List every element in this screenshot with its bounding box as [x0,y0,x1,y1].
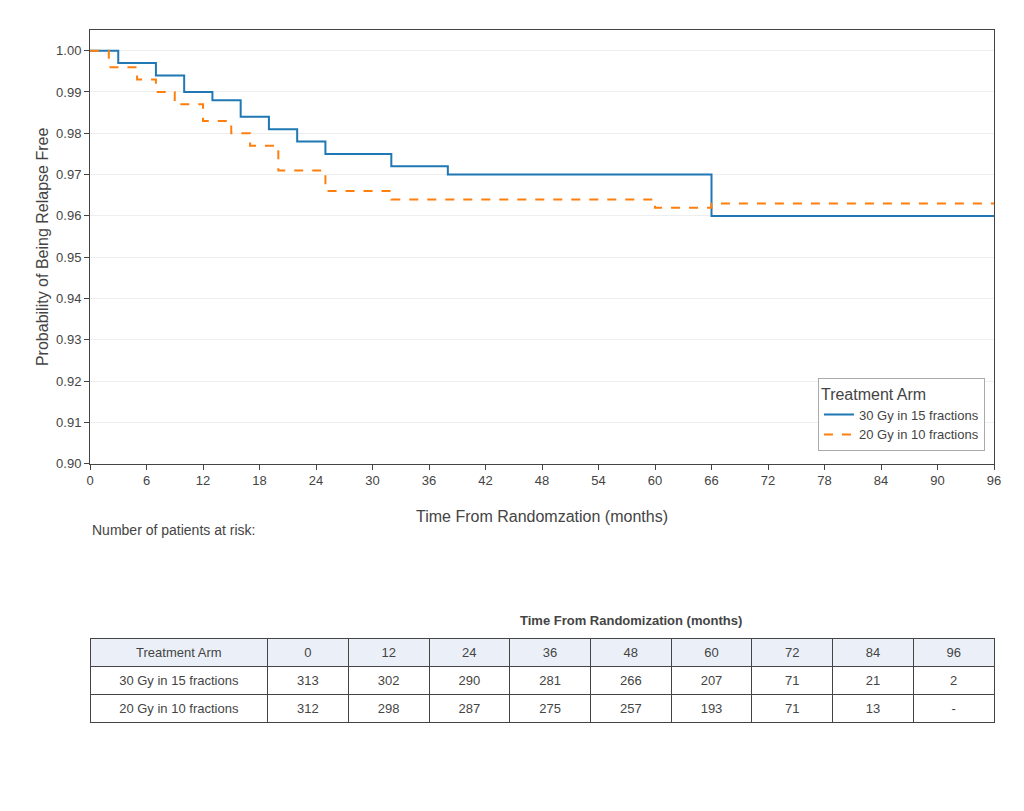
svg-text:66: 66 [704,473,718,488]
svg-text:207: 207 [701,673,723,688]
svg-text:0.95: 0.95 [56,250,81,265]
svg-text:Treatment Arm: Treatment Arm [136,645,221,660]
svg-text:90: 90 [930,473,944,488]
svg-text:30 Gy in 15 fractions: 30 Gy in 15 fractions [119,673,239,688]
svg-text:78: 78 [817,473,831,488]
svg-text:281: 281 [539,673,561,688]
svg-text:72: 72 [761,473,775,488]
svg-text:20 Gy in 10 fractions: 20 Gy in 10 fractions [119,701,239,716]
svg-text:257: 257 [620,701,642,716]
svg-text:0.96: 0.96 [56,208,81,223]
svg-text:84: 84 [874,473,888,488]
svg-text:96: 96 [987,473,1001,488]
svg-text:0.91: 0.91 [56,415,81,430]
svg-text:60: 60 [704,645,718,660]
svg-text:71: 71 [785,701,799,716]
svg-text:0.93: 0.93 [56,332,81,347]
svg-text:6: 6 [143,473,150,488]
svg-text:193: 193 [701,701,723,716]
svg-text:71: 71 [785,673,799,688]
svg-text:24: 24 [462,645,476,660]
svg-text:13: 13 [866,701,880,716]
svg-text:18: 18 [252,473,266,488]
svg-text:12: 12 [196,473,210,488]
svg-text:20 Gy in 10 fractions: 20 Gy in 10 fractions [859,427,979,442]
svg-text:-: - [951,701,955,716]
svg-text:266: 266 [620,673,642,688]
svg-text:21: 21 [866,673,880,688]
svg-text:24: 24 [309,473,323,488]
svg-text:1.00: 1.00 [56,43,81,58]
svg-text:48: 48 [535,473,549,488]
svg-text:42: 42 [478,473,492,488]
svg-text:0.92: 0.92 [56,374,81,389]
svg-text:Number of patients at risk:: Number of patients at risk: [92,522,255,538]
svg-text:54: 54 [591,473,605,488]
svg-text:36: 36 [543,645,557,660]
svg-text:48: 48 [624,645,638,660]
svg-text:Probability of Being Relapse F: Probability of Being Relapse Free [34,128,51,366]
svg-text:30 Gy in 15 fractions: 30 Gy in 15 fractions [859,408,979,423]
svg-text:Treatment Arm: Treatment Arm [821,386,926,403]
svg-text:84: 84 [866,645,880,660]
svg-text:96: 96 [946,645,960,660]
svg-text:36: 36 [422,473,436,488]
svg-text:290: 290 [459,673,481,688]
svg-text:302: 302 [378,673,400,688]
svg-text:Time From Randomization (month: Time From Randomization (months) [520,613,742,628]
svg-text:0: 0 [304,645,311,660]
svg-text:313: 313 [297,673,319,688]
svg-text:30: 30 [365,473,379,488]
svg-text:Time From Randomzation (months: Time From Randomzation (months) [416,508,668,525]
svg-text:0.99: 0.99 [56,85,81,100]
svg-text:0.94: 0.94 [56,291,81,306]
svg-text:72: 72 [785,645,799,660]
svg-text:298: 298 [378,701,400,716]
svg-text:60: 60 [648,473,662,488]
svg-text:2: 2 [950,673,957,688]
svg-text:0: 0 [86,473,93,488]
svg-text:287: 287 [459,701,481,716]
svg-text:0.97: 0.97 [56,167,81,182]
svg-text:275: 275 [539,701,561,716]
svg-text:12: 12 [381,645,395,660]
svg-text:0.90: 0.90 [56,456,81,471]
svg-text:312: 312 [297,701,319,716]
svg-text:0.98: 0.98 [56,126,81,141]
